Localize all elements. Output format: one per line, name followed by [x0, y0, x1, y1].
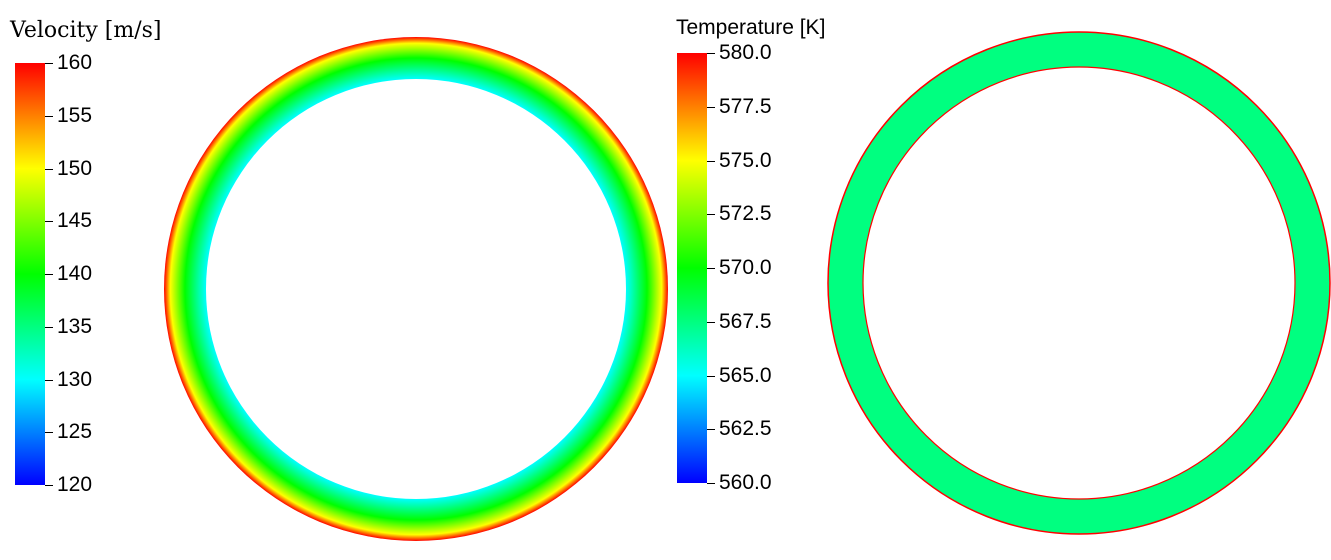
tick-mark: [707, 53, 715, 54]
tick-label: 580.0: [719, 41, 772, 64]
tick-mark: [45, 326, 53, 328]
temperature-colorbar: [677, 53, 707, 483]
temperature-colorbar-ticks: 580.0 577.5 575.0 572.5 570.0 567.5 565.0 562.5…: [707, 41, 847, 494]
velocity-annulus: [164, 37, 668, 541]
tick-mark: [45, 379, 53, 381]
tick-mark: [707, 268, 715, 269]
temperature-panel: Temperature [K] 580.0 577.5 575.0 572.5 570.…: [670, 0, 1331, 539]
tick-mark: [45, 63, 53, 64]
colorbar-gradient: [677, 53, 707, 483]
velocity-colorbar-ticks: 160 155 150 145 140 135 130 125 120: [45, 51, 145, 496]
tick-mark: [45, 485, 53, 486]
tick-mark: [45, 274, 53, 275]
velocity-colorbar: [15, 63, 45, 485]
tick-mark: [45, 168, 53, 170]
tick-mark: [45, 221, 53, 223]
tick-mark: [707, 321, 715, 323]
tick-label: 565.0: [719, 363, 772, 387]
tick-label: 125: [57, 420, 93, 444]
tick-mark: [707, 483, 715, 484]
tick-label: 140: [57, 262, 93, 285]
temperature-colorbar-title: Temperature [K]: [676, 16, 826, 39]
tick-mark: [707, 375, 715, 377]
tick-mark: [707, 429, 715, 431]
tick-label: 155: [57, 103, 93, 127]
tick-label: 577.5: [719, 94, 772, 118]
tick-label: 150: [57, 156, 93, 180]
tick-label: 135: [57, 314, 93, 338]
tick-label: 570.0: [719, 256, 772, 279]
tick-mark: [707, 214, 715, 216]
tick-mark: [707, 160, 715, 162]
outer-wall: [827, 31, 1331, 535]
temperature-annulus: [828, 32, 1330, 534]
temperature-contour: [827, 31, 1331, 535]
tick-label: 572.5: [719, 202, 772, 226]
tick-mark: [45, 432, 53, 434]
tick-label: 130: [57, 367, 93, 391]
tick-label: 145: [57, 209, 93, 233]
tick-label: 562.5: [719, 417, 772, 441]
tick-label: 560.0: [719, 471, 772, 494]
tick-mark: [45, 115, 53, 117]
velocity-panel: Velocity [m/s] 160 155 150 145 140 135 130 125 1…: [0, 0, 670, 541]
tick-mark: [707, 106, 715, 108]
tick-label: 567.5: [719, 309, 772, 333]
tick-label: 575.0: [719, 148, 772, 172]
colorbar-gradient: [15, 63, 45, 485]
velocity-colorbar-title: Velocity [m/s]: [10, 18, 162, 43]
inner-wall: [862, 66, 1296, 500]
velocity-contour: [164, 37, 668, 541]
tick-label: 120: [57, 473, 93, 496]
tick-label: 160: [57, 51, 93, 74]
